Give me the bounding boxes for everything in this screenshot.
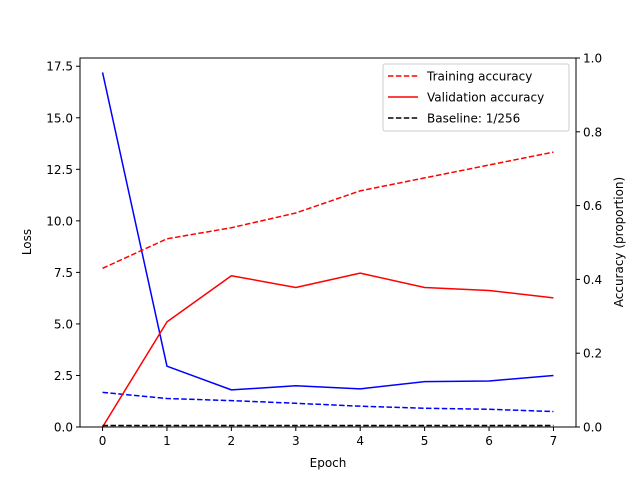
loss-series-solid (101, 72, 554, 391)
x-tick-label: 7 (550, 434, 558, 448)
right-tick-label: 0.6 (583, 199, 602, 213)
left-axis-ticks: 0.0 2.5 5.0 7.5 10.0 12.5 15.0 17.5 (46, 60, 80, 435)
legend: Training accuracy Validation accuracy Ba… (382, 63, 570, 132)
training-accuracy-series (102, 151, 554, 270)
loss-series-dashed (102, 391, 554, 413)
x-tick-label: 1 (163, 434, 171, 448)
left-tick-label: 2.5 (54, 369, 73, 383)
left-tick-label: 12.5 (46, 163, 73, 177)
legend-label-validation-accuracy: Validation accuracy (427, 91, 544, 105)
left-tick-label: 17.5 (46, 60, 73, 74)
x-tick-label: 0 (99, 434, 107, 448)
plot-lines (101, 72, 554, 428)
x-tick-label: 4 (356, 434, 364, 448)
right-tick-label: 0.2 (583, 347, 602, 361)
left-tick-label: 5.0 (54, 317, 73, 331)
right-tick-label: 0.0 (583, 421, 602, 435)
left-y-axis-label: Loss (20, 229, 34, 255)
x-tick-label: 6 (485, 434, 493, 448)
left-tick-label: 7.5 (54, 266, 73, 280)
plot-frame (79, 57, 577, 428)
x-axis-label: Epoch (310, 456, 347, 470)
right-tick-label: 0.8 (583, 125, 602, 139)
x-tick-label: 2 (228, 434, 236, 448)
x-tick-label: 3 (292, 434, 300, 448)
right-axis-ticks: 0.0 0.2 0.4 0.6 0.8 1.0 (576, 52, 602, 435)
legend-label-training-accuracy: Training accuracy (426, 70, 532, 84)
right-tick-label: 0.4 (583, 273, 602, 287)
left-tick-label: 15.0 (46, 111, 73, 125)
left-tick-label: 0.0 (54, 421, 73, 435)
x-tick-label: 5 (421, 434, 429, 448)
right-y-axis-label: Accuracy (proportion) (612, 177, 626, 307)
legend-label-baseline: Baseline: 1/256 (427, 112, 520, 126)
legend-box (382, 63, 570, 132)
right-tick-label: 1.0 (583, 52, 602, 66)
left-tick-label: 10.0 (46, 214, 73, 228)
x-axis-ticks: 0 1 2 3 4 5 6 7 (99, 427, 558, 448)
validation-accuracy-series (101, 272, 554, 428)
